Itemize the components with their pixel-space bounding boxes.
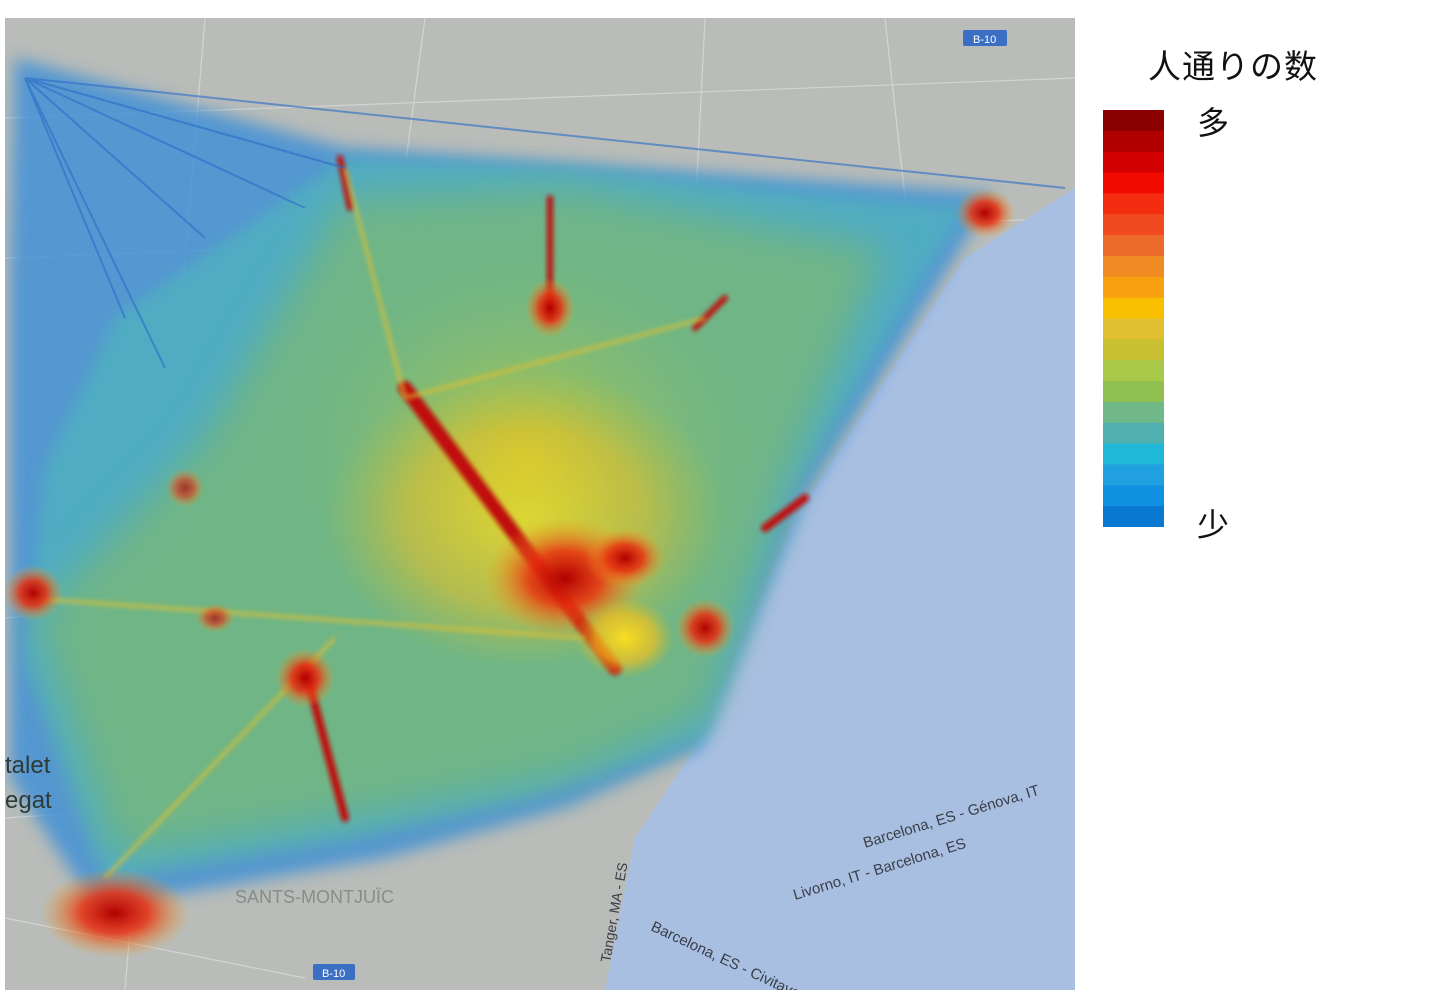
legend-color-band bbox=[1103, 172, 1164, 194]
road-badge-top: B-10 bbox=[963, 30, 1007, 46]
legend-color-band bbox=[1103, 193, 1164, 215]
sea-area bbox=[605, 188, 1075, 990]
legend-color-band bbox=[1103, 401, 1164, 424]
district-label-sants: SANTS-MONTJUÏC bbox=[235, 887, 394, 907]
legend-color-band bbox=[1103, 255, 1164, 278]
legend-title: 人通りの数 bbox=[1148, 47, 1318, 86]
legend-high-label: 多 bbox=[1197, 104, 1230, 142]
legend-color-band bbox=[1103, 422, 1164, 445]
legend-color-band bbox=[1103, 464, 1164, 486]
legend-color-band bbox=[1103, 276, 1164, 299]
legend-color-band bbox=[1103, 485, 1164, 507]
legend-color-band bbox=[1103, 381, 1164, 403]
legend-color-band bbox=[1103, 297, 1164, 319]
legend-color-band bbox=[1103, 318, 1164, 340]
legend-color-band bbox=[1103, 110, 1164, 132]
district-label-1: talet bbox=[5, 752, 51, 779]
legend-color-band bbox=[1103, 360, 1164, 382]
legend-low-label: 少 bbox=[1197, 506, 1230, 544]
legend-color-band bbox=[1103, 151, 1164, 174]
legend-color-band bbox=[1103, 339, 1164, 361]
legend-color-band bbox=[1103, 214, 1164, 236]
road-badge-bottom: B-10 bbox=[313, 964, 355, 980]
color-scale-bar bbox=[1103, 110, 1164, 527]
svg-text:B-10: B-10 bbox=[322, 968, 345, 980]
heatmap-map[interactable]: Barcelona, ES - Génova, IT Livorno, IT -… bbox=[5, 18, 1075, 990]
district-label-2: egat bbox=[5, 787, 52, 814]
legend-color-band bbox=[1103, 130, 1164, 153]
legend-color-band bbox=[1103, 506, 1164, 527]
heat-layer bbox=[5, 58, 1066, 958]
svg-text:B-10: B-10 bbox=[973, 34, 996, 46]
legend-color-band bbox=[1103, 235, 1164, 257]
legend-color-band bbox=[1103, 443, 1164, 465]
